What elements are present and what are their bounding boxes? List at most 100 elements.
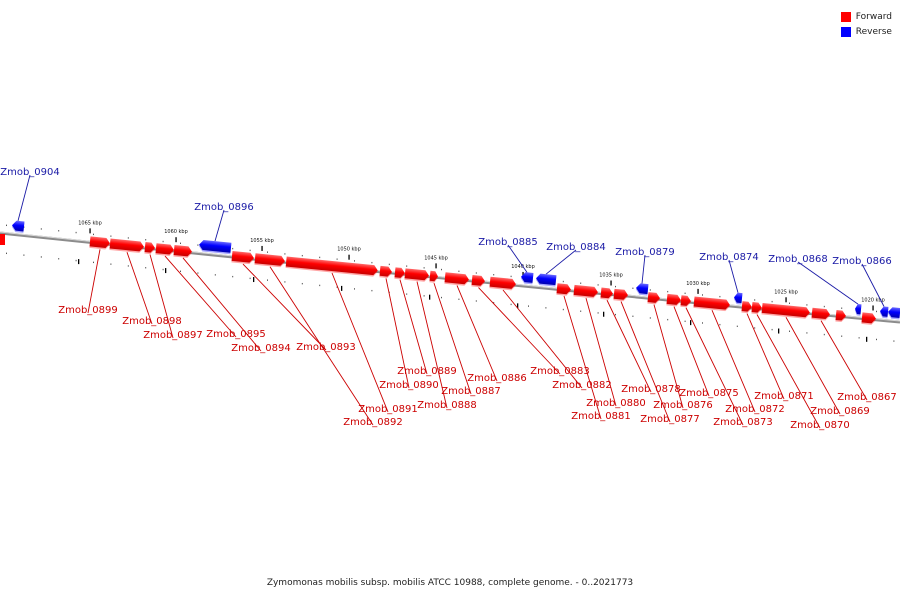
forward-gene-feature[interactable] (835, 310, 846, 323)
gene-arrow (536, 273, 557, 286)
forward-gene-label: Zmob_0878 (621, 384, 681, 395)
gene-arrow (835, 310, 846, 321)
minor-tick-top (876, 310, 877, 313)
forward-gene-feature[interactable] (444, 272, 469, 286)
forward-gene-feature[interactable] (173, 245, 192, 258)
reverse-gene-feature[interactable] (11, 220, 25, 233)
gene-arrow (404, 268, 429, 281)
minor-tick-bottom (406, 293, 408, 295)
minor-tick-top (127, 237, 129, 239)
minor-tick-top (354, 260, 355, 262)
reverse-gene-label: Zmob_0884 (546, 242, 606, 253)
label-leader-line (585, 297, 617, 407)
gene-arrow (379, 265, 392, 277)
forward-gene-feature[interactable] (379, 265, 392, 279)
scale-tick-label: 1060 kbp (164, 229, 188, 235)
minor-tick-bottom (127, 265, 129, 267)
minor-tick-top (615, 285, 616, 288)
reverse-gene-feature[interactable] (520, 272, 534, 285)
forward-gene-label: Zmob_0869 (810, 406, 870, 417)
forward-gene-feature[interactable] (761, 302, 810, 319)
gene-arrow (680, 295, 691, 306)
reverse-gene-feature[interactable] (733, 292, 743, 305)
minor-tick-bottom (458, 298, 460, 300)
forward-gene-feature[interactable] (155, 243, 174, 257)
forward-gene-feature[interactable] (741, 301, 752, 314)
forward-gene-feature[interactable] (231, 250, 254, 265)
forward-gene-feature[interactable] (254, 253, 285, 268)
forward-gene-feature[interactable] (751, 302, 762, 315)
forward-gene-label: Zmob_0895 (206, 329, 266, 340)
minor-tick-top (388, 263, 390, 266)
minor-tick-bottom (493, 302, 495, 304)
minor-tick-bottom (423, 295, 425, 297)
gene-arrow (811, 307, 830, 320)
forward-gene-feature[interactable] (861, 312, 876, 325)
minor-tick-bottom (162, 268, 164, 271)
forward-gene-feature[interactable] (144, 242, 155, 255)
forward-gene-feature[interactable] (666, 293, 681, 307)
forward-gene-feature[interactable] (471, 274, 485, 288)
gene-arrow (647, 292, 660, 303)
minor-tick-bottom (93, 261, 94, 264)
forward-gene-feature[interactable] (680, 295, 691, 308)
minor-tick-top (93, 233, 94, 236)
forward-gene-feature[interactable] (394, 267, 405, 280)
minor-tick-bottom (562, 308, 564, 311)
gene-arrow (666, 293, 681, 305)
forward-gene-feature[interactable] (404, 268, 429, 282)
minor-tick-top (719, 295, 721, 298)
minor-tick-top (823, 305, 825, 308)
minor-tick-bottom (545, 307, 547, 309)
minor-tick-top (319, 256, 321, 259)
forward-gene-label: Zmob_0882 (552, 380, 612, 391)
minor-tick-top (232, 247, 234, 250)
minor-tick-top (145, 239, 147, 241)
reverse-gene-feature[interactable] (535, 273, 557, 287)
forward-gene-label: Zmob_0893 (296, 342, 356, 353)
forward-gene-feature[interactable] (693, 296, 730, 312)
minor-tick-bottom (284, 281, 286, 283)
forward-gene-feature[interactable] (556, 283, 571, 296)
forward-gene-feature[interactable] (489, 276, 516, 291)
minor-tick-top (562, 280, 564, 283)
forward-gene-feature[interactable] (573, 284, 598, 299)
minor-tick-top (267, 251, 268, 253)
minor-tick-top (284, 253, 286, 255)
gene-arrow (573, 284, 598, 297)
scale-tick (697, 288, 699, 294)
legend: Forward Reverse (840, 9, 892, 39)
minor-major-tick (690, 320, 692, 326)
forward-gene-feature[interactable] (613, 288, 628, 302)
forward-gene-label: Zmob_0867 (837, 392, 897, 403)
label-leader-line (711, 310, 756, 413)
scale-tick-label: 1065 kbp (78, 220, 102, 226)
minor-tick-bottom (667, 318, 669, 321)
gene-features (0, 220, 900, 325)
gene-arrow (109, 238, 144, 252)
forward-gene-feature[interactable] (89, 236, 110, 250)
forward-gene-feature[interactable] (285, 256, 379, 277)
minor-tick-bottom (580, 310, 582, 312)
forward-gene-label: Zmob_0899 (58, 305, 118, 316)
minor-tick-top (580, 282, 582, 284)
minor-major-tick (78, 259, 80, 265)
reverse-gene-feature[interactable] (854, 304, 862, 316)
forward-gene-label: Zmob_0898 (122, 316, 182, 327)
forward-gene-feature[interactable] (647, 292, 660, 305)
scale-tick (610, 280, 612, 286)
reverse-swatch (840, 26, 851, 37)
label-leaders (17, 174, 885, 429)
reverse-gene-label: Zmob_0896 (194, 202, 254, 213)
gene-arrow (89, 236, 110, 248)
forward-gene-feature[interactable] (600, 287, 613, 301)
reverse-gene-feature[interactable] (198, 240, 232, 255)
legend-item-reverse: Reverse (840, 24, 892, 39)
reverse-gene-feature[interactable] (879, 306, 889, 319)
reverse-gene-feature[interactable] (635, 283, 649, 296)
reverse-gene-feature[interactable] (887, 307, 900, 320)
gene-arrow (761, 302, 810, 318)
forward-gene-feature[interactable] (429, 270, 438, 283)
forward-gene-feature[interactable] (109, 238, 144, 254)
forward-gene-feature[interactable] (811, 307, 830, 321)
